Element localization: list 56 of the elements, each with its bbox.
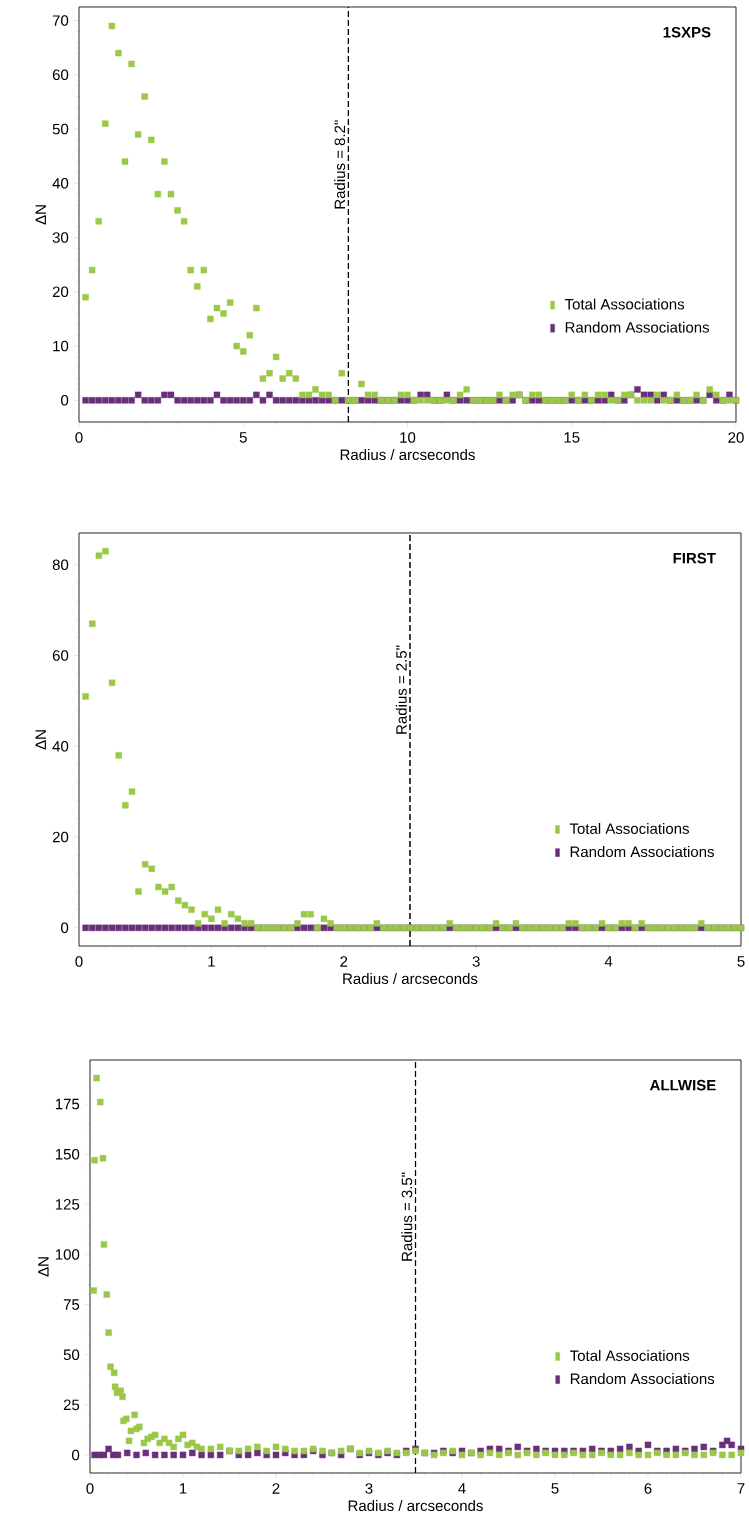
y-tick-label: 80: [52, 559, 69, 571]
y-tick-label: 0: [72, 1449, 80, 1461]
y-tick-label: 125: [55, 1199, 80, 1210]
legend-label: Total Associations: [564, 298, 685, 310]
y-axis-title: ΔN: [38, 1257, 49, 1277]
x-tick-label: 4: [604, 956, 613, 967]
x-tick-label: 10: [400, 432, 416, 443]
ref-line-label: Radius = 8.2": [334, 120, 346, 209]
x-tick-label: 1: [179, 1483, 187, 1494]
x-tick-label: 4: [458, 1483, 466, 1494]
x-tick-label: 3: [365, 1483, 373, 1494]
y-tick-label: 70: [52, 15, 69, 26]
legend-label: Random Associations: [570, 1373, 715, 1385]
y-tick-label: 25: [63, 1399, 80, 1411]
y-tick-label: 75: [63, 1299, 80, 1310]
y-tick-label: 10: [53, 340, 69, 352]
x-tick-label: 5: [239, 432, 247, 443]
x-axis-title: Radius / arcseconds: [343, 973, 478, 985]
text: ALLWISE: [649, 1079, 716, 1091]
x-tick-label: 2: [340, 956, 348, 967]
y-axis-title: ΔN: [35, 205, 46, 225]
x-axis-title: Radius / arcseconds: [348, 1500, 483, 1512]
y-tick-label: 50: [63, 1349, 80, 1361]
legend-label: Random Associations: [565, 321, 710, 333]
x-tick-label: 2: [272, 1483, 280, 1494]
x-tick-label: 5: [551, 1483, 559, 1494]
ref-line-label: Radius = 3.5": [401, 1172, 413, 1261]
y-tick-label: 40: [52, 740, 69, 752]
y-tick-label: 0: [61, 922, 69, 934]
y-tick-label: 60: [52, 650, 69, 661]
y-tick-label: 20: [52, 286, 69, 298]
x-tick-label: 6: [644, 1483, 652, 1494]
x-tick-label: 20: [728, 432, 744, 443]
x-tick-label: 15: [564, 432, 580, 443]
legend-label: Random Associations: [570, 846, 714, 858]
x-axis-title: Radius / arcseconds: [340, 449, 475, 461]
x-tick-label: 3: [472, 956, 480, 967]
x-tick-label: 7: [737, 1483, 745, 1494]
y-tick-label: 100: [55, 1249, 80, 1260]
y-tick-label: 60: [52, 69, 69, 81]
x-tick-label: 0: [86, 1483, 94, 1494]
y-axis-title: ΔN: [35, 730, 46, 750]
x-tick-label: 5: [737, 956, 745, 967]
y-tick-label: 50: [52, 123, 69, 135]
y-tick-label: 40: [52, 177, 69, 189]
legend-label: Total Associations: [569, 822, 689, 834]
x-tick-label: 1: [208, 956, 215, 967]
ref-line-label: Radius = 2.5": [395, 645, 407, 734]
y-tick-label: 20: [52, 831, 69, 843]
legend-label: Total Associations: [570, 1349, 690, 1361]
y-tick-label: 0: [61, 394, 69, 406]
y-tick-label: 150: [55, 1148, 80, 1160]
text: FIRST: [673, 552, 716, 564]
y-tick-label: 30: [52, 232, 69, 243]
y-tick-label: 175: [55, 1098, 80, 1110]
text: 1SXPS: [663, 26, 711, 38]
